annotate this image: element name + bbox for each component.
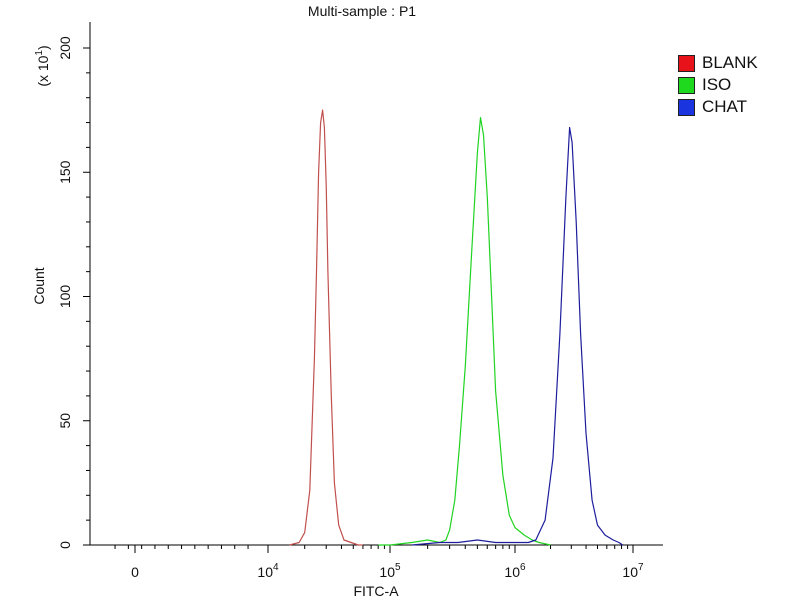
- x-axis-label: FITC-A: [353, 583, 399, 599]
- x-tick-label: 105: [379, 562, 401, 580]
- x-tick-label: 104: [257, 562, 279, 580]
- x-tick-label: 107: [622, 562, 644, 580]
- y-tick-label: 150: [57, 160, 73, 184]
- x-tick-label: 106: [504, 562, 526, 580]
- y-multiplier-prefix: (x 10: [35, 55, 51, 86]
- legend-label: CHAT: [702, 97, 748, 116]
- series-line-blank: [289, 109, 363, 546]
- legend-swatch: [678, 54, 695, 72]
- svg-text:(x 101): (x 101): [34, 45, 51, 86]
- legend-item-iso: ISO: [678, 74, 758, 96]
- y-axis-label: Count: [31, 267, 47, 304]
- series-layer: [289, 109, 624, 546]
- legend-label: ISO: [702, 75, 732, 94]
- y-tick-label: 200: [57, 36, 73, 60]
- series-line-chat: [411, 126, 624, 546]
- legend-label: BLANK: [702, 53, 758, 72]
- series-line-iso: [378, 117, 551, 546]
- legend: BLANK ISO CHAT: [678, 52, 758, 118]
- legend-swatch: [678, 98, 695, 116]
- x-tick-label: 0: [131, 564, 139, 580]
- y-tick-label: 0: [57, 541, 73, 549]
- y-multiplier-exponent: 1: [34, 50, 45, 56]
- y-axis-multiplier: (x 101): [34, 45, 51, 86]
- y-tick-label: 100: [57, 285, 73, 309]
- y-multiplier-suffix: ): [35, 45, 51, 50]
- chart-title: Multi-sample : P1: [308, 3, 416, 19]
- legend-item-blank: BLANK: [678, 52, 758, 74]
- axes: 0 50 100 150 200 0 104 105 106 107: [57, 22, 663, 580]
- legend-swatch: [678, 76, 695, 94]
- y-tick-label: 50: [57, 413, 73, 429]
- legend-item-chat: CHAT: [678, 96, 758, 118]
